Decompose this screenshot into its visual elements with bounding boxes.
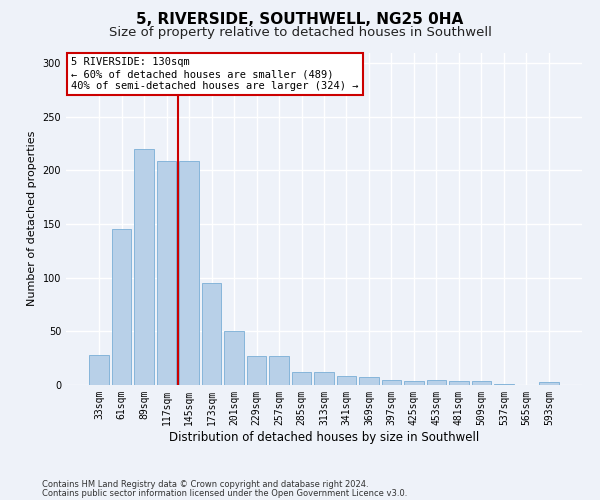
Bar [292, 372, 311, 385]
Text: Contains public sector information licensed under the Open Government Licence v3: Contains public sector information licen… [42, 489, 407, 498]
Bar [202, 283, 221, 385]
Bar [179, 161, 199, 385]
Text: 5, RIVERSIDE, SOUTHWELL, NG25 0HA: 5, RIVERSIDE, SOUTHWELL, NG25 0HA [136, 12, 464, 28]
Bar [112, 230, 131, 385]
Bar [382, 380, 401, 385]
Bar [539, 382, 559, 385]
Bar [314, 372, 334, 385]
Text: 5 RIVERSIDE: 130sqm
← 60% of detached houses are smaller (489)
40% of semi-detac: 5 RIVERSIDE: 130sqm ← 60% of detached ho… [71, 58, 359, 90]
Bar [337, 376, 356, 385]
Bar [359, 378, 379, 385]
Bar [247, 356, 266, 385]
Bar [404, 380, 424, 385]
Bar [494, 384, 514, 385]
Bar [89, 355, 109, 385]
Bar [224, 332, 244, 385]
Bar [157, 161, 176, 385]
Y-axis label: Number of detached properties: Number of detached properties [27, 131, 37, 306]
Bar [449, 380, 469, 385]
Bar [134, 149, 154, 385]
Text: Contains HM Land Registry data © Crown copyright and database right 2024.: Contains HM Land Registry data © Crown c… [42, 480, 368, 489]
Bar [472, 380, 491, 385]
Bar [427, 380, 446, 385]
Text: Size of property relative to detached houses in Southwell: Size of property relative to detached ho… [109, 26, 491, 39]
X-axis label: Distribution of detached houses by size in Southwell: Distribution of detached houses by size … [169, 430, 479, 444]
Bar [269, 356, 289, 385]
